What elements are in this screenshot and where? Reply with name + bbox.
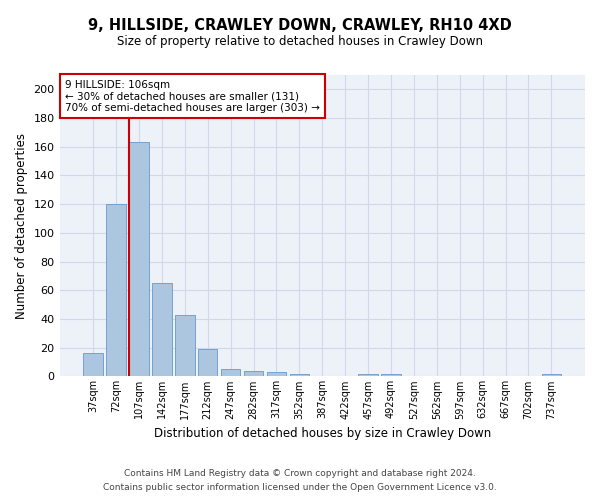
Bar	[358, 374, 378, 376]
Bar	[152, 283, 172, 376]
Text: 9 HILLSIDE: 106sqm
← 30% of detached houses are smaller (131)
70% of semi-detach: 9 HILLSIDE: 106sqm ← 30% of detached hou…	[65, 80, 320, 112]
Text: Size of property relative to detached houses in Crawley Down: Size of property relative to detached ho…	[117, 35, 483, 48]
Bar	[244, 370, 263, 376]
Bar	[542, 374, 561, 376]
Bar	[175, 314, 194, 376]
Text: 9, HILLSIDE, CRAWLEY DOWN, CRAWLEY, RH10 4XD: 9, HILLSIDE, CRAWLEY DOWN, CRAWLEY, RH10…	[88, 18, 512, 32]
Text: Contains HM Land Registry data © Crown copyright and database right 2024.: Contains HM Land Registry data © Crown c…	[124, 468, 476, 477]
Bar	[198, 349, 217, 376]
Bar	[129, 142, 149, 376]
Bar	[221, 369, 241, 376]
X-axis label: Distribution of detached houses by size in Crawley Down: Distribution of detached houses by size …	[154, 427, 491, 440]
Bar	[267, 372, 286, 376]
Bar	[290, 374, 309, 376]
Bar	[83, 354, 103, 376]
Title: 9, HILLSIDE, CRAWLEY DOWN, CRAWLEY, RH10 4XD
Size of property relative to detach: 9, HILLSIDE, CRAWLEY DOWN, CRAWLEY, RH10…	[0, 499, 1, 500]
Bar	[381, 374, 401, 376]
Y-axis label: Number of detached properties: Number of detached properties	[15, 132, 28, 318]
Bar	[106, 204, 126, 376]
Text: Contains public sector information licensed under the Open Government Licence v3: Contains public sector information licen…	[103, 484, 497, 492]
